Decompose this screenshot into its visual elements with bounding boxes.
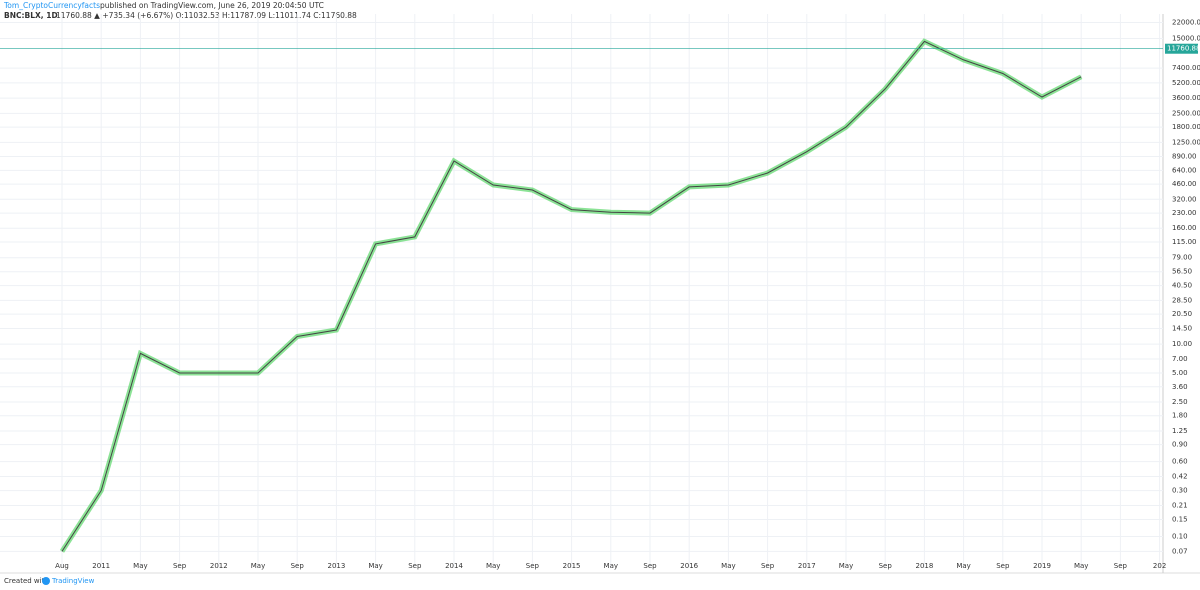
- y-tick-label: 5200.00: [1172, 79, 1200, 87]
- logo: [42, 577, 50, 585]
- y-tick-label: 56.50: [1172, 268, 1192, 276]
- y-tick-label: 1.25: [1172, 427, 1188, 435]
- x-tick-label: May: [133, 562, 147, 570]
- y-tick-label: 15000.00: [1172, 35, 1200, 43]
- y-tick-label: 115.00: [1172, 238, 1197, 246]
- footer-brand[interactable]: TradingView: [51, 577, 95, 585]
- x-tick-label: May: [956, 562, 970, 570]
- x-tick-label: 2011: [92, 562, 110, 570]
- y-tick-label: 320.00: [1172, 195, 1197, 203]
- y-tick-label: 1800.00: [1172, 123, 1200, 131]
- x-tick-label: 202: [1153, 562, 1166, 570]
- symbol: BNC:BLX, 1D: [4, 11, 58, 20]
- y-tick-label: 7400.00: [1172, 64, 1200, 72]
- y-tick-label: 3600.00: [1172, 94, 1200, 102]
- x-tick-label: May: [721, 562, 735, 570]
- x-tick-label: Aug: [55, 562, 69, 570]
- x-tick-label: Sep: [996, 562, 1010, 570]
- quote: 11760.88 ▲ +735.34 (+6.67%) O:11032.53 H…: [56, 11, 357, 20]
- x-tick-label: 2014: [445, 562, 463, 570]
- y-tick-label: 14.50: [1172, 325, 1192, 333]
- y-tick-label: 28.50: [1172, 296, 1192, 304]
- x-tick-label: May: [1074, 562, 1088, 570]
- x-tick-label: May: [839, 562, 853, 570]
- x-tick-label: May: [604, 562, 618, 570]
- x-tick-label: Sep: [408, 562, 422, 570]
- grid: [0, 14, 1163, 568]
- y-tick-label: 0.15: [1172, 516, 1188, 524]
- y-tick-label: 40.50: [1172, 282, 1192, 290]
- x-tick-label: Sep: [879, 562, 893, 570]
- y-tick-label: 3.60: [1172, 383, 1188, 391]
- y-tick-label: 79.00: [1172, 254, 1192, 262]
- x-tick-label: 2013: [327, 562, 345, 570]
- x-tick-label: 2016: [680, 562, 698, 570]
- y-tick-label: 20.50: [1172, 310, 1192, 318]
- y-tick-label: 7.00: [1172, 355, 1188, 363]
- y-tick-label: 0.10: [1172, 532, 1188, 540]
- x-tick-label: May: [251, 562, 265, 570]
- y-tick-label: 2500.00: [1172, 109, 1200, 117]
- x-tick-label: 2019: [1033, 562, 1051, 570]
- x-tick-label: Sep: [643, 562, 657, 570]
- y-tick-label: 10.00: [1172, 340, 1192, 348]
- x-tick-label: Sep: [761, 562, 775, 570]
- y-tick-label: 1250.00: [1172, 138, 1200, 146]
- x-tick-label: 2012: [210, 562, 228, 570]
- x-tick-label: May: [486, 562, 500, 570]
- y-tick-label: 230.00: [1172, 209, 1197, 217]
- x-tick-label: Sep: [1114, 562, 1128, 570]
- y-tick-label: 2.50: [1172, 398, 1188, 406]
- y-tick-label: 22000.00: [1172, 19, 1200, 27]
- y-tick-label: 0.07: [1172, 547, 1188, 555]
- y-tick-label: 890.00: [1172, 153, 1197, 161]
- price-line: [61, 40, 1082, 552]
- x-tick-label: 2017: [798, 562, 816, 570]
- x-tick-label: 2015: [563, 562, 581, 570]
- y-tick-label: 0.90: [1172, 441, 1188, 449]
- published: published on TradingView.com, June 26, 2…: [100, 1, 324, 10]
- last-price-label: 11760.88: [1167, 45, 1200, 53]
- x-tick-label: Sep: [173, 562, 187, 570]
- y-tick-label: 0.30: [1172, 487, 1188, 495]
- y-tick-label: 0.60: [1172, 458, 1188, 466]
- x-tick-label: 2018: [915, 562, 933, 570]
- y-tick-label: 5.00: [1172, 369, 1188, 377]
- y-tick-label: 160.00: [1172, 224, 1197, 232]
- x-tick-label: Sep: [291, 562, 305, 570]
- footer-created: Created with: [4, 577, 49, 585]
- y-tick-label: 0.21: [1172, 501, 1188, 509]
- y-tick-label: 1.80: [1172, 412, 1188, 420]
- y-tick-label: 640.00: [1172, 166, 1197, 174]
- x-tick-label: May: [368, 562, 382, 570]
- x-tick-label: Sep: [526, 562, 540, 570]
- author[interactable]: Tom_CryptoCurrencyfacts: [3, 1, 100, 10]
- y-tick-label: 0.42: [1172, 473, 1188, 481]
- last-price-box: [1165, 43, 1198, 54]
- y-tick-label: 460.00: [1172, 180, 1197, 188]
